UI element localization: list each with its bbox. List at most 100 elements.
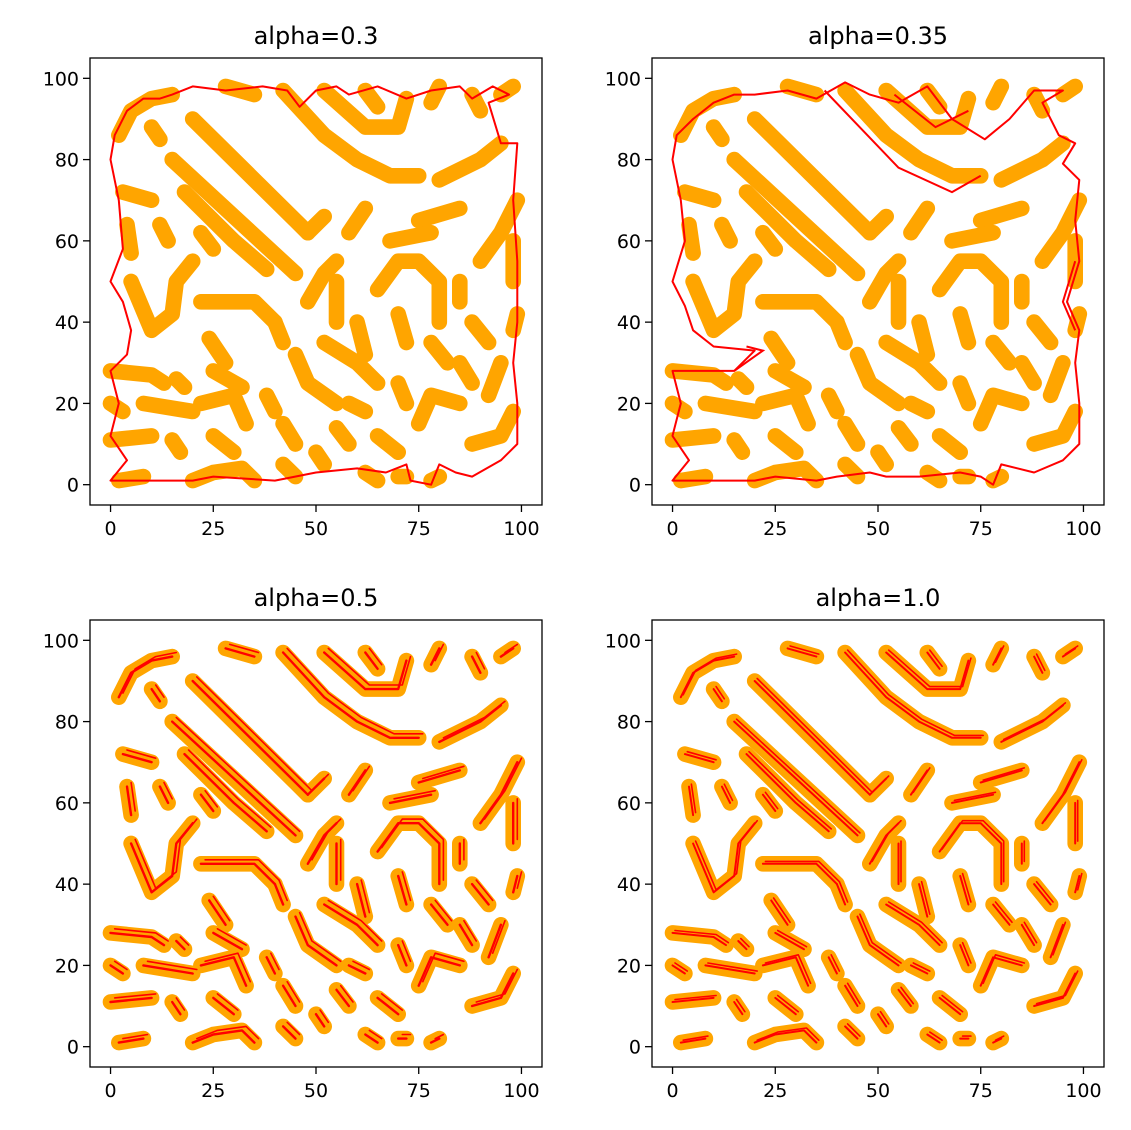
stripe-outline-inner	[920, 880, 931, 915]
stripe-outline	[992, 903, 1011, 926]
stripe-outline-inner	[298, 911, 342, 963]
y-tick-label: 40	[55, 312, 79, 334]
stripe-outline-inner	[1023, 921, 1038, 944]
y-tick-label: 40	[617, 874, 641, 896]
stripe-outline	[117, 1037, 145, 1044]
stripe-outline	[171, 720, 297, 837]
pattern-stripe	[176, 184, 275, 278]
stripe-outline	[733, 1001, 744, 1016]
stripe-outline	[347, 769, 367, 796]
pattern-stripe	[464, 403, 521, 452]
stripe-outline-inner	[982, 767, 1026, 781]
y-tick-label: 20	[617, 393, 641, 415]
stripe-outline	[733, 720, 859, 837]
subplot-1: alpha=0.3 0 25 50 75 100 0 20 40 60 80 100	[43, 22, 543, 540]
stripe-outline-inner	[929, 1031, 943, 1041]
stripe-outline-inner	[941, 994, 964, 1013]
pattern-stripe	[369, 253, 448, 330]
stripe-outline	[827, 956, 838, 975]
stripe-outline-inner	[352, 765, 371, 792]
pattern-stripe	[755, 224, 784, 257]
pattern-stripe	[267, 314, 291, 351]
stripe-outline-inner	[146, 960, 198, 971]
pattern-stripe	[878, 334, 948, 391]
stripe-outline-inner	[352, 960, 371, 971]
stripe-outline-inner	[278, 879, 288, 902]
x-tick-label: 100	[503, 518, 539, 540]
stripe-outline	[347, 964, 367, 975]
stripe-outline-inner	[380, 993, 404, 1011]
stripe-outline	[417, 956, 461, 987]
stripe-outline-inner	[134, 818, 198, 889]
stripe-outline-inner	[887, 901, 943, 944]
stripe-outline-inner	[776, 994, 800, 1013]
stripe-outline	[191, 679, 309, 796]
pattern-stripe	[1055, 78, 1083, 103]
stripe-outline-inner	[368, 647, 383, 666]
stripe-outline-inner	[674, 962, 689, 972]
stripe-outline-inner	[380, 818, 445, 881]
pattern-stripe	[779, 78, 825, 103]
concave-hull-inlet	[1061, 260, 1077, 331]
x-tick-label: 75	[969, 1080, 993, 1102]
pattern-stripe	[714, 216, 738, 249]
y-tick-label: 100	[43, 630, 79, 652]
stripe-outline	[364, 651, 379, 670]
x-tick-label: 50	[304, 518, 328, 540]
stripe-outline-inner	[789, 645, 820, 655]
stripe-outline	[212, 931, 244, 951]
stripe-outline-inner	[961, 872, 972, 903]
stripe-outline-inner	[735, 718, 861, 834]
pattern-stripe	[1026, 403, 1083, 452]
stripe-outline-inner	[846, 1023, 861, 1037]
pattern-stripe	[1034, 192, 1088, 269]
x-tick-label: 75	[407, 518, 431, 540]
stripe-outline	[712, 688, 723, 703]
x-tick-label: 0	[666, 518, 678, 540]
stripe-outline-inner	[764, 860, 841, 883]
pattern-stripe	[217, 78, 263, 103]
pattern-stripe	[755, 387, 816, 432]
stripe-outline	[671, 964, 686, 975]
stripe-outline-inner	[900, 986, 915, 1005]
pattern-stripe	[726, 151, 866, 282]
stripe-outline-inner	[994, 1035, 1005, 1041]
pattern-stripe	[903, 200, 936, 241]
pattern-stripe	[993, 135, 1071, 188]
stripe-outline-inner	[929, 649, 943, 668]
concave-hull-inlet	[733, 345, 766, 372]
pattern-stripe	[1014, 355, 1042, 391]
pattern-stripe	[258, 387, 283, 420]
stripe-outline	[688, 785, 695, 817]
stripe-outline-inner	[360, 879, 371, 914]
stripe-outline-inner	[1035, 970, 1079, 1005]
pattern-stripe	[1026, 314, 1059, 351]
plot-area	[102, 640, 526, 1051]
stripe-outline	[224, 647, 256, 658]
stripe-outline-inner	[912, 767, 931, 794]
stripe-outline	[125, 785, 133, 817]
stripe-outline-inner	[216, 993, 239, 1011]
pattern-stripe	[730, 371, 755, 395]
y-tick-label: 80	[617, 712, 641, 734]
concave-hull-outline	[109, 85, 519, 486]
stripe-outline	[429, 647, 441, 666]
pattern-stripe	[316, 82, 415, 135]
pattern-stripe	[341, 395, 374, 420]
stripe-outline-inner	[434, 899, 453, 922]
pattern-stripe	[164, 151, 304, 282]
stripe-outline	[897, 988, 912, 1007]
pattern-stripe	[890, 420, 919, 452]
pattern-stripe	[1042, 355, 1071, 404]
stripe-outline	[470, 882, 490, 906]
stripe-outline	[355, 882, 367, 918]
subplot-4: alpha=1.0 0 25 50 75 100 0 20 40 60 80 100	[605, 584, 1105, 1102]
pattern-stripe	[328, 420, 357, 452]
pattern-stripe	[287, 346, 345, 412]
stripe-outline	[844, 1025, 859, 1040]
stripe-outline-inner	[270, 952, 280, 971]
pattern-stripe	[205, 363, 250, 395]
stripe-outline-inner	[175, 997, 186, 1011]
stripe-outline-inner	[327, 647, 412, 686]
stripe-outline-inner	[715, 685, 726, 700]
